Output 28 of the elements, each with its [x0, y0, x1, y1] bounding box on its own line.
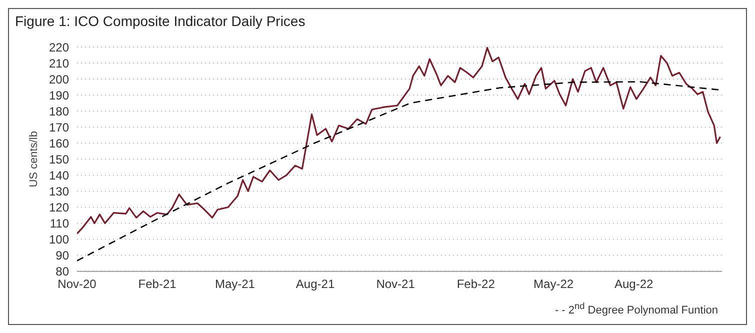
y-tick-label: 130 [48, 184, 70, 198]
y-tick-label: 140 [48, 168, 70, 182]
x-tick-label: Feb-22 [456, 276, 496, 291]
x-tick-label: Nov-21 [376, 276, 416, 291]
y-tick-label: 110 [50, 216, 70, 231]
y-axis-title: US cents/lb [28, 131, 40, 188]
line-series [77, 47, 722, 234]
y-tick-label: 160 [48, 136, 70, 150]
x-tick-label: Aug-22 [614, 276, 654, 291]
x-tick-label: May-22 [534, 276, 574, 291]
y-tick-label: 180 [48, 104, 70, 118]
x-tick-label: Feb-21 [138, 276, 177, 291]
y-tick-label: 200 [48, 72, 70, 86]
y-tick-label: 90 [56, 248, 70, 263]
y-tick-label: 210 [48, 56, 70, 70]
x-tick-label: Nov-20 [58, 276, 97, 291]
text: - - 2$^{nd}$ Degree Polynomal Funtion [554, 301, 718, 317]
y-tick-label: 190 [48, 88, 70, 102]
y-tick-label: 120 [48, 200, 70, 215]
x-tick-label: May-21 [214, 276, 256, 291]
y-tick-label: 220 [48, 40, 70, 54]
y-tick-label: 80 [56, 264, 70, 279]
y-tick-label: 100 [48, 232, 70, 247]
x-tick-label: Aug-21 [296, 276, 335, 291]
chart-title: Figure 1: ICO Composite Indicator Daily Prices [14, 12, 306, 31]
y-tick-label: 150 [48, 152, 70, 166]
line-series [77, 81, 721, 262]
y-tick-label: 170 [48, 120, 70, 134]
